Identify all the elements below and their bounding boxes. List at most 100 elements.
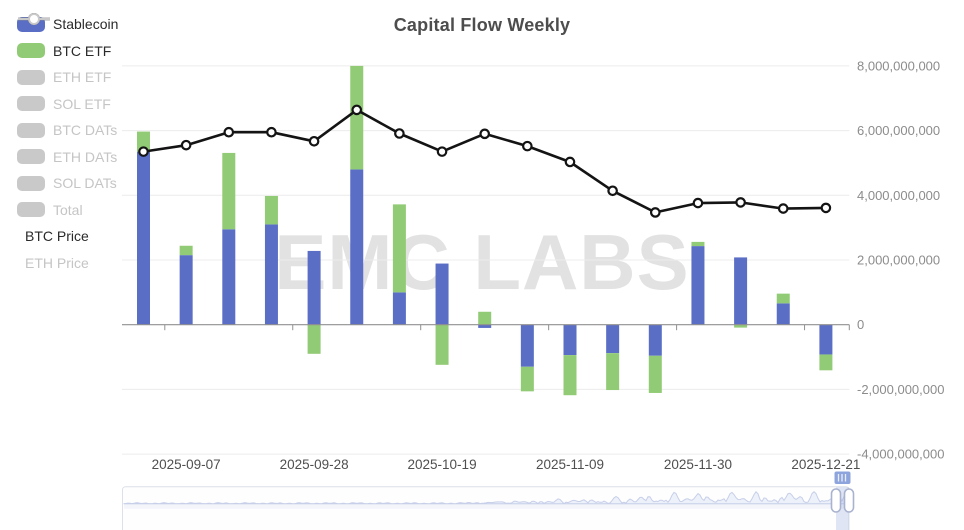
btc-price-point [522,140,533,152]
bar-segment-stablecoin [264,224,278,325]
bar-segment-stablecoin [392,292,406,325]
legend-label: BTC ETF [53,42,112,59]
bar-segment-stablecoin [691,246,705,325]
btc-price-point [394,128,405,139]
bar-segment-btc-etf [648,355,662,393]
y-axis-tick-label: -2,000,000,000 [857,382,944,397]
legend-bar-swatch [17,202,45,218]
btc-price-point [223,126,235,138]
legend-label: BTC Price [25,228,89,245]
navigator-right-handle[interactable] [843,488,855,513]
legend-item-eth-dats[interactable]: ETH DATs [17,144,118,171]
btc-price-point [735,197,746,208]
bar-segment-stablecoin [606,324,620,354]
legend-item-total[interactable]: Total [17,197,118,224]
gridlines [122,65,850,455]
bar-segment-btc-etf [606,353,620,391]
bar-segment-stablecoin [179,255,193,325]
y-axis-tick-label: 0 [857,317,864,332]
bar-segment-stablecoin [307,250,321,325]
bar-series [137,65,833,396]
btc-price-line-series [138,104,832,218]
x-axis-tick-label: 2025-11-09 [536,457,604,472]
legend-label: BTC DATs [53,122,118,139]
legend-label: ETH Price [25,254,89,271]
y-axis-tick-label: 2,000,000,000 [857,253,940,268]
legend-line-marker-icon [18,13,50,25]
bar-segment-stablecoin [222,229,236,325]
bar-segment-btc-etf [222,152,236,230]
y-axis-tick-label: 8,000,000,000 [857,58,940,73]
bar-segment-stablecoin [819,324,833,355]
btc-price-line [142,108,828,214]
bar-segment-btc-etf [307,324,321,354]
btc-price-point [180,139,192,151]
x-axis-tick-label: 2025-09-28 [280,457,349,472]
axes-and-labels: 8,000,000,000 6,000,000,000 4,000,000,000 2… [122,58,944,472]
btc-price-point [820,202,832,214]
y-axis-tick-label: 6,000,000,000 [857,123,940,138]
legend-bar-swatch [17,175,45,191]
legend-item-eth-price[interactable]: ETH Price [17,13,118,277]
bar-segment-btc-etf [392,204,406,293]
legend-item-eth-etf[interactable]: ETH ETF [17,64,118,91]
legend-item-btc-etf[interactable]: BTC ETF [17,38,118,65]
legend-label: Stablecoin [53,16,119,33]
btc-price-point [266,126,277,138]
navigator-left-handle[interactable] [830,488,842,513]
bar-segment-stablecoin [648,324,662,356]
btc-price-point [649,207,661,218]
bar-segment-stablecoin [563,324,577,356]
legend-bar-swatch [17,69,45,85]
bar-segment-btc-etf [264,195,278,225]
bar-segment-stablecoin [734,257,748,325]
btc-price-point [564,156,576,168]
bar-segment-stablecoin [776,303,790,325]
chart-title: Capital Flow Weekly [393,15,571,35]
legend-item-btc-dats[interactable]: BTC DATs [17,117,118,144]
bar-segment-stablecoin [478,324,492,328]
bar-segment-stablecoin [350,169,364,325]
legend-label: ETH DATs [53,148,118,165]
bar-segment-btc-etf [563,355,577,396]
navigator-underband [124,503,848,509]
emc-labs-watermark: EMC LABS [274,218,689,306]
btc-price-point [479,128,490,140]
legend-bar-swatch [17,43,45,59]
bar-segment-stablecoin [435,263,449,325]
bar-segment-btc-etf [435,324,449,365]
x-axis-tick-label: 2025-09-07 [152,457,221,472]
btc-price-point [436,146,448,157]
x-axis-tick-label: 2025-10-19 [408,457,477,472]
y-axis-tick-label: -4,000,000,000 [857,447,944,462]
bar-segment-stablecoin [520,324,534,367]
legend: Stablecoin BTC ETF ETH ETF SOL ETF BTC DATs E… [17,11,118,276]
bar-segment-btc-etf [179,245,193,256]
bar-segment-btc-etf [137,131,150,152]
legend-label: SOL ETF [53,95,111,112]
legend-bar-swatch [17,149,45,165]
y-axis-tick-label: 4,000,000,000 [857,188,940,203]
bar-segment-btc-etf [350,65,364,170]
bar-segment-btc-etf [691,241,705,247]
x-axis-tick-label: 2025-12-21 [791,457,860,472]
legend-bar-swatch [17,122,45,138]
btc-price-point [308,135,320,147]
btc-price-point [138,146,149,157]
btc-price-point [607,185,618,197]
legend-item-sol-dats[interactable]: SOL DATs [17,170,118,197]
legend-item-btc-price[interactable]: BTC Price [17,13,118,250]
x-axis-tick-label: 2025-11-30 [664,457,732,472]
bar-segment-stablecoin [137,151,150,325]
legend-bar-swatch [17,96,45,112]
legend-item-sol-etf[interactable]: SOL ETF [17,91,118,118]
datazoom-navigator [122,471,855,530]
btc-price-point [351,104,363,116]
navigator-data-shadow [123,491,847,505]
bar-segment-btc-etf [734,324,748,328]
bar-segment-btc-etf [520,366,534,392]
btc-price-point [777,203,789,214]
legend-label: SOL DATs [53,175,117,192]
